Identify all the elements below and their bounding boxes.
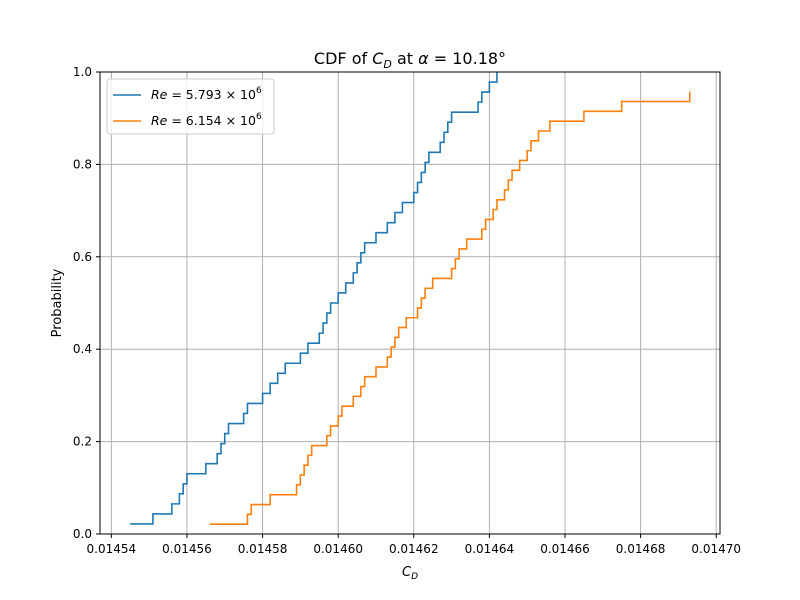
- legend-label-series-2: Re = 6.154 × 106: [151, 112, 262, 128]
- y-tick-label: 0.4: [73, 342, 92, 356]
- x-tick-label: 0.01468: [616, 542, 666, 556]
- x-axis-label: CD: [402, 565, 418, 582]
- legend: Re = 5.793 × 106 Re = 6.154 × 106: [106, 78, 275, 135]
- y-tick-label: 1.0: [73, 65, 92, 79]
- x-tick-label: 0.01460: [313, 542, 363, 556]
- x-axis-label-subscript: D: [411, 572, 418, 582]
- title-suffix: = 10.18°: [429, 49, 506, 68]
- y-tick-label: 0.6: [73, 250, 92, 264]
- y-tick-label: 0.8: [73, 157, 92, 171]
- title-middle: at: [392, 49, 418, 68]
- chart-title: CDF of CD at α = 10.18°: [314, 49, 506, 71]
- x-tick-label: 0.01466: [540, 542, 590, 556]
- series-layer: [130, 72, 691, 525]
- legend-value-series-1: = 5.793 × 10: [167, 87, 256, 102]
- x-tick-label: 0.01458: [238, 542, 288, 556]
- x-tick-label: 0.01462: [389, 542, 439, 556]
- x-tick-label: 0.01464: [465, 542, 515, 556]
- legend-box: [106, 78, 275, 135]
- legend-exponent-series-1: 6: [256, 86, 262, 96]
- title-alpha: α: [418, 49, 429, 68]
- title-variable: C: [372, 49, 384, 68]
- y-tick-label: 0.0: [73, 527, 92, 541]
- y-tick-label: 0.2: [73, 435, 92, 449]
- legend-var-series-1: Re: [151, 87, 168, 102]
- x-tick-label: 0.01456: [162, 542, 212, 556]
- x-axis-label-main: C: [402, 565, 412, 580]
- legend-label-series-1: Re = 5.793 × 106: [151, 86, 262, 102]
- title-prefix: CDF of: [314, 49, 372, 68]
- legend-var-series-2: Re: [151, 113, 168, 128]
- x-tick-label: 0.01454: [87, 542, 137, 556]
- x-tick-label: 0.01470: [691, 542, 741, 556]
- legend-value-series-2: = 6.154 × 10: [167, 113, 256, 128]
- y-axis-label: Probability: [50, 268, 65, 337]
- ticks: 0.01454 0.01456 0.01458 0.01460 0.01462 0.014…: [73, 65, 741, 556]
- legend-exponent-series-2: 6: [256, 112, 262, 122]
- plot-frame: [99, 71, 721, 535]
- title-variable-subscript: D: [383, 58, 391, 71]
- series-line-2: [209, 91, 691, 525]
- series-line-1: [130, 72, 498, 525]
